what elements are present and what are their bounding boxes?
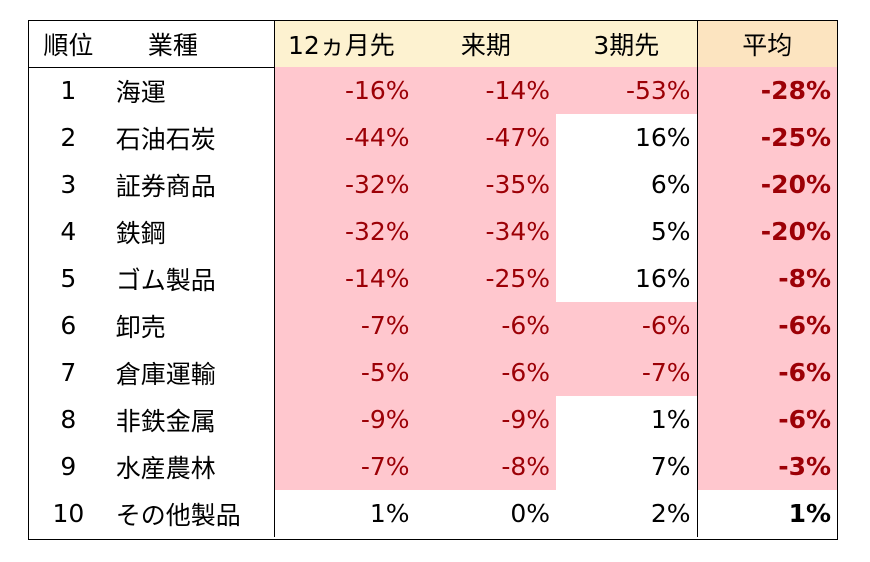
twelve-month-cell: -14%: [275, 255, 416, 302]
rank-cell: 8: [60, 405, 77, 434]
twelve-month-cell: -7%: [275, 443, 416, 490]
average-cell: 1%: [696, 490, 837, 537]
twelve-month-cell: -16%: [275, 67, 416, 114]
industry-cell: 海運: [108, 67, 276, 114]
industry-cell: 石油石炭: [108, 114, 276, 161]
average-cell: -28%: [696, 67, 838, 114]
rank-cell: 4: [60, 217, 77, 246]
third-term-cell: 1%: [650, 405, 691, 434]
rank-cell: 3: [60, 170, 77, 199]
industry-cell: 非鉄金属: [108, 396, 276, 443]
industry-cell: 倉庫運輸: [108, 349, 276, 396]
header-average: 平均: [696, 21, 838, 67]
table-row: 9 水産農林 -7% -8% 7% -3%: [29, 443, 838, 490]
average-cell: -20%: [696, 161, 838, 208]
rank-cell: 10: [52, 499, 85, 528]
third-term-cell: 5%: [650, 217, 691, 246]
table-row: 8 非鉄金属 -9% -9% 1% -6%: [29, 396, 838, 443]
average-cell: -25%: [696, 114, 838, 161]
third-term-cell: 7%: [650, 452, 691, 481]
twelve-month-cell: -9%: [275, 396, 416, 443]
next-term-cell: -14%: [415, 67, 557, 114]
rank-cell: 9: [60, 452, 77, 481]
rank-cell: 6: [60, 311, 77, 340]
next-term-cell: -47%: [415, 114, 557, 161]
rank-cell: 1: [60, 76, 77, 105]
third-term-cell: 2%: [650, 499, 691, 528]
industry-cell: ゴム製品: [108, 255, 276, 302]
table-row: 7 倉庫運輸 -5% -6% -7% -6%: [29, 349, 838, 396]
table-row: 2 石油石炭 -44% -47% 16% -25%: [29, 114, 838, 161]
third-term-cell: 16%: [634, 264, 691, 293]
next-term-cell: 0%: [510, 499, 551, 528]
twelve-month-cell: -32%: [275, 208, 416, 255]
twelve-month-cell: 1%: [369, 499, 410, 528]
header-next-term: 来期: [415, 21, 557, 67]
next-term-cell: -25%: [415, 255, 557, 302]
table-row: 3 証券商品 -32% -35% 6% -20%: [29, 161, 838, 208]
average-cell: -6%: [696, 396, 838, 443]
next-term-cell: -35%: [415, 161, 557, 208]
third-term-cell: -53%: [556, 67, 697, 114]
third-term-cell: -6%: [556, 302, 697, 349]
average-cell: -8%: [696, 255, 838, 302]
next-term-cell: -9%: [415, 396, 557, 443]
rank-cell: 7: [60, 358, 77, 387]
average-cell: -6%: [696, 349, 838, 396]
table-row: 4 鉄鋼 -32% -34% 5% -20%: [29, 208, 838, 255]
table-row: 6 卸売 -7% -6% -6% -6%: [29, 302, 838, 349]
average-cell: -3%: [696, 443, 838, 490]
average-cell: -6%: [696, 302, 838, 349]
third-term-cell: 6%: [650, 170, 691, 199]
rank-cell: 2: [60, 123, 77, 152]
header-3-terms-ahead: 3期先: [556, 21, 697, 67]
industry-cell: 水産農林: [108, 443, 276, 490]
table-row: 10 その他製品 1% 0% 2% 1%: [29, 490, 837, 537]
twelve-month-cell: -32%: [275, 161, 416, 208]
rank-cell: 5: [60, 264, 77, 293]
average-cell: -20%: [696, 208, 838, 255]
industry-cell: その他製品: [108, 490, 276, 537]
twelve-month-cell: -5%: [275, 349, 416, 396]
table-row: 5 ゴム製品 -14% -25% 16% -8%: [29, 255, 838, 302]
next-term-cell: -6%: [415, 302, 557, 349]
twelve-month-cell: -44%: [275, 114, 416, 161]
table-header-row: 順位 業種 12ヵ月先 来期 3期先 平均: [29, 21, 838, 68]
next-term-cell: -6%: [415, 349, 557, 396]
industry-table: 順位 業種 12ヵ月先 来期 3期先 平均 1 海運 -16% -14% -53% -28…: [28, 20, 838, 540]
next-term-cell: -8%: [415, 443, 557, 490]
third-term-cell: -7%: [556, 349, 697, 396]
header-12-months-ahead: 12ヵ月先: [275, 21, 416, 67]
third-term-cell: 16%: [634, 123, 691, 152]
header-industry: 業種: [108, 21, 276, 67]
twelve-month-cell: -7%: [275, 302, 416, 349]
industry-cell: 卸売: [108, 302, 276, 349]
next-term-cell: -34%: [415, 208, 557, 255]
industry-cell: 鉄鋼: [108, 208, 276, 255]
industry-cell: 証券商品: [108, 161, 276, 208]
table-row: 1 海運 -16% -14% -53% -28%: [29, 67, 838, 114]
header-rank: 順位: [43, 31, 94, 60]
